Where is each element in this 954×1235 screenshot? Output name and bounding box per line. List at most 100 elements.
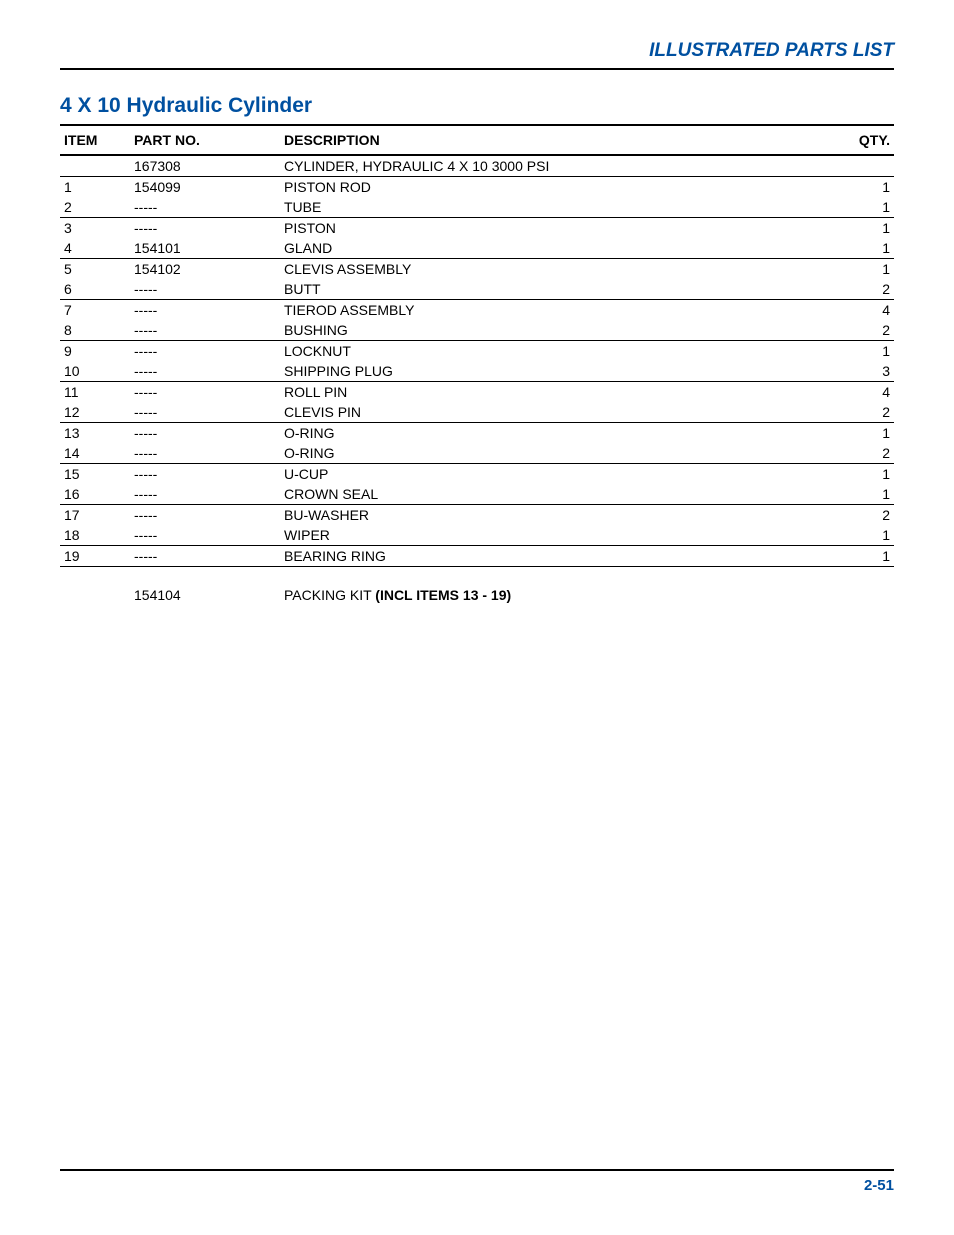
cell-qty: 1 xyxy=(834,546,894,567)
cell-partno: ----- xyxy=(130,382,280,403)
table-row: 15-----U-CUP1 xyxy=(60,464,894,485)
cell-item: 11 xyxy=(60,382,130,403)
cell-partno: ----- xyxy=(130,423,280,444)
cell-item: 8 xyxy=(60,320,130,341)
cell-description: O-RING xyxy=(280,443,834,464)
cell-partno: ----- xyxy=(130,197,280,218)
footnote-row: 154104 PACKING KIT (INCL ITEMS 13 - 19) xyxy=(60,585,894,605)
cell-item: 1 xyxy=(60,177,130,198)
cell-partno: ----- xyxy=(130,320,280,341)
cell-description: LOCKNUT xyxy=(280,341,834,362)
cell-qty: 4 xyxy=(834,382,894,403)
cell-partno: ----- xyxy=(130,361,280,382)
cell-qty: 4 xyxy=(834,300,894,321)
footnote-partno: 154104 xyxy=(130,585,280,605)
cell-qty: 2 xyxy=(834,443,894,464)
cell-partno: ----- xyxy=(130,402,280,423)
cell-description: BUTT xyxy=(280,279,834,300)
table-row: 7-----TIEROD ASSEMBLY4 xyxy=(60,300,894,321)
cell-description: PISTON ROD xyxy=(280,177,834,198)
cell-description: PISTON xyxy=(280,218,834,239)
footnote-desc-prefix: PACKING KIT xyxy=(284,587,375,603)
table-row: 5154102CLEVIS ASSEMBLY1 xyxy=(60,259,894,280)
page-number: 2-51 xyxy=(864,1177,894,1194)
cell-item: 7 xyxy=(60,300,130,321)
table-row: 6-----BUTT2 xyxy=(60,279,894,300)
cell-qty: 1 xyxy=(834,464,894,485)
cell-description: TUBE xyxy=(280,197,834,218)
cell-item: 19 xyxy=(60,546,130,567)
cell-qty: 1 xyxy=(834,525,894,546)
footnote-item-spacer xyxy=(60,585,130,605)
table-row: 13-----O-RING1 xyxy=(60,423,894,444)
cell-qty: 1 xyxy=(834,341,894,362)
cell-partno: ----- xyxy=(130,341,280,362)
table-row: 18-----WIPER1 xyxy=(60,525,894,546)
cell-item: 15 xyxy=(60,464,130,485)
cell-qty: 1 xyxy=(834,197,894,218)
cell-item: 5 xyxy=(60,259,130,280)
cell-item: 4 xyxy=(60,238,130,259)
cell-description: CLEVIS ASSEMBLY xyxy=(280,259,834,280)
cell-item: 17 xyxy=(60,505,130,526)
cell-qty: 1 xyxy=(834,423,894,444)
cell-partno: ----- xyxy=(130,464,280,485)
cell-partno: 167308 xyxy=(130,155,280,177)
cell-item: 10 xyxy=(60,361,130,382)
cell-description: U-CUP xyxy=(280,464,834,485)
col-header-item: ITEM xyxy=(60,125,130,155)
cell-partno: 154101 xyxy=(130,238,280,259)
cell-partno: ----- xyxy=(130,505,280,526)
cell-description: CROWN SEAL xyxy=(280,484,834,505)
cell-partno: ----- xyxy=(130,300,280,321)
cell-qty: 1 xyxy=(834,218,894,239)
cell-item: 13 xyxy=(60,423,130,444)
cell-qty: 1 xyxy=(834,238,894,259)
cell-qty: 1 xyxy=(834,484,894,505)
cell-qty: 2 xyxy=(834,279,894,300)
cell-partno: ----- xyxy=(130,279,280,300)
cell-partno: ----- xyxy=(130,484,280,505)
cell-item: 9 xyxy=(60,341,130,362)
cell-qty: 1 xyxy=(834,259,894,280)
table-row: 14-----O-RING2 xyxy=(60,443,894,464)
cell-description: BUSHING xyxy=(280,320,834,341)
cell-qty: 3 xyxy=(834,361,894,382)
table-row: 167308CYLINDER, HYDRAULIC 4 X 10 3000 PS… xyxy=(60,155,894,177)
cell-description: CYLINDER, HYDRAULIC 4 X 10 3000 PSI xyxy=(280,155,834,177)
table-row: 12-----CLEVIS PIN2 xyxy=(60,402,894,423)
table-row: 1154099PISTON ROD1 xyxy=(60,177,894,198)
cell-item: 18 xyxy=(60,525,130,546)
cell-item: 16 xyxy=(60,484,130,505)
cell-qty xyxy=(834,155,894,177)
table-row: 16-----CROWN SEAL1 xyxy=(60,484,894,505)
cell-partno: ----- xyxy=(130,218,280,239)
cell-qty: 2 xyxy=(834,402,894,423)
cell-description: CLEVIS PIN xyxy=(280,402,834,423)
cell-item: 14 xyxy=(60,443,130,464)
footnote-desc-bold: (INCL ITEMS 13 - 19) xyxy=(375,587,511,603)
cell-partno: 154102 xyxy=(130,259,280,280)
cell-item xyxy=(60,155,130,177)
cell-qty: 2 xyxy=(834,320,894,341)
col-header-partno: PART NO. xyxy=(130,125,280,155)
cell-description: ROLL PIN xyxy=(280,382,834,403)
table-row: 11-----ROLL PIN4 xyxy=(60,382,894,403)
cell-description: BU-WASHER xyxy=(280,505,834,526)
col-header-qty: QTY. xyxy=(834,125,894,155)
table-row: 4154101GLAND1 xyxy=(60,238,894,259)
table-body: 167308CYLINDER, HYDRAULIC 4 X 10 3000 PS… xyxy=(60,155,894,567)
col-header-description: DESCRIPTION xyxy=(280,125,834,155)
footnote-description: PACKING KIT (INCL ITEMS 13 - 19) xyxy=(280,585,894,605)
cell-description: O-RING xyxy=(280,423,834,444)
cell-description: TIEROD ASSEMBLY xyxy=(280,300,834,321)
table-row: 10-----SHIPPING PLUG3 xyxy=(60,361,894,382)
table-row: 2-----TUBE1 xyxy=(60,197,894,218)
cell-item: 2 xyxy=(60,197,130,218)
cell-qty: 1 xyxy=(834,177,894,198)
cell-partno: ----- xyxy=(130,546,280,567)
cell-partno: 154099 xyxy=(130,177,280,198)
cell-item: 6 xyxy=(60,279,130,300)
cell-qty: 2 xyxy=(834,505,894,526)
section-label: ILLUSTRATED PARTS LIST xyxy=(60,40,894,62)
